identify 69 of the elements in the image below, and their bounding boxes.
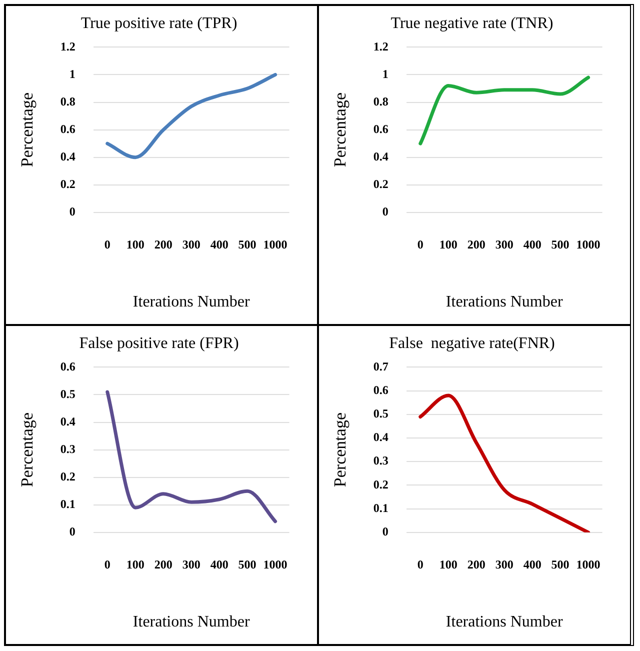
y-axis-title: Percentage [330,92,350,168]
x-tick-label: 400 [523,238,542,252]
y-tick-label: 0 [69,204,76,218]
x-tick-label: 1000 [263,238,288,252]
y-tick-label: 0.2 [60,176,76,191]
chart-title: True positive rate (TPR) [80,14,238,32]
x-tick-label: 0 [104,558,110,572]
y-tick-label: 0 [69,524,76,538]
x-tick-label: 500 [551,238,570,252]
y-tick-label: 0.6 [373,122,388,136]
y-tick-label: 0.4 [373,430,388,444]
y-tick-label: 0 [382,524,388,538]
y-tick-label: 0.6 [60,359,76,374]
y-tick-label: 0.1 [373,500,388,515]
y-tick-label: 0.3 [60,442,76,456]
x-tick-label: 500 [238,238,256,252]
y-tick-label: 1.2 [373,39,388,54]
y-tick-label: 0.8 [60,94,76,108]
y-tick-label: 0.2 [373,477,388,492]
y-tick-label: 0.7 [373,359,388,374]
y-tick-label: 0.2 [60,469,76,484]
y-tick-label: 0.6 [60,122,76,136]
chart-title: False negative rate(FNR) [389,334,555,352]
x-tick-label: 400 [210,558,228,572]
x-axis-title: Iterations Number [446,294,564,311]
y-tick-label: 0.8 [373,94,388,108]
x-tick-label: 300 [182,238,200,252]
x-tick-label: 200 [467,238,486,252]
x-tick-label: 300 [182,558,200,572]
y-tick-label: 0.4 [373,149,388,164]
x-tick-label: 300 [495,238,514,252]
y-tick-label: 1 [69,66,76,81]
x-tick-label: 200 [154,558,172,572]
y-tick-label: 0.4 [60,149,76,164]
x-tick-label: 0 [104,238,110,252]
x-tick-label: 100 [126,558,144,572]
x-axis-title: Iterations Number [132,614,250,631]
y-axis-title: Percentage [18,412,37,488]
x-tick-label: 100 [439,238,458,252]
y-tick-label: 0.6 [373,382,388,397]
x-tick-label: 200 [467,558,486,572]
x-axis-title: Iterations Number [446,614,564,631]
x-tick-label: 400 [523,558,542,572]
x-tick-label: 200 [154,238,172,252]
x-tick-label: 100 [126,238,144,252]
y-tick-label: 0.1 [60,496,76,511]
x-axis-title: Iterations Number [132,294,250,311]
y-tick-label: 0.3 [373,454,388,468]
y-tick-label: 0.4 [60,414,76,428]
x-tick-label: 400 [210,238,228,252]
y-axis-title: Percentage [18,92,37,168]
chart-title: True negative rate (TNR) [390,14,554,32]
y-tick-label: 0.2 [373,176,388,191]
y-axis-title: Percentage [330,412,350,488]
x-tick-label: 1000 [576,558,600,572]
y-tick-label: 0 [382,204,388,218]
x-tick-label: 0 [417,558,424,572]
x-tick-label: 0 [417,238,424,252]
x-tick-label: 500 [238,558,256,572]
x-tick-label: 300 [495,558,514,572]
x-tick-label: 500 [551,558,570,572]
x-tick-label: 100 [439,558,458,572]
chart-title: False positive rate (FPR) [79,334,239,352]
y-tick-label: 1 [382,66,388,81]
y-tick-label: 1.2 [60,39,76,54]
x-tick-label: 1000 [576,238,600,252]
x-tick-label: 1000 [263,558,288,572]
y-tick-label: 0.5 [60,386,76,401]
y-tick-label: 0.5 [373,406,388,420]
